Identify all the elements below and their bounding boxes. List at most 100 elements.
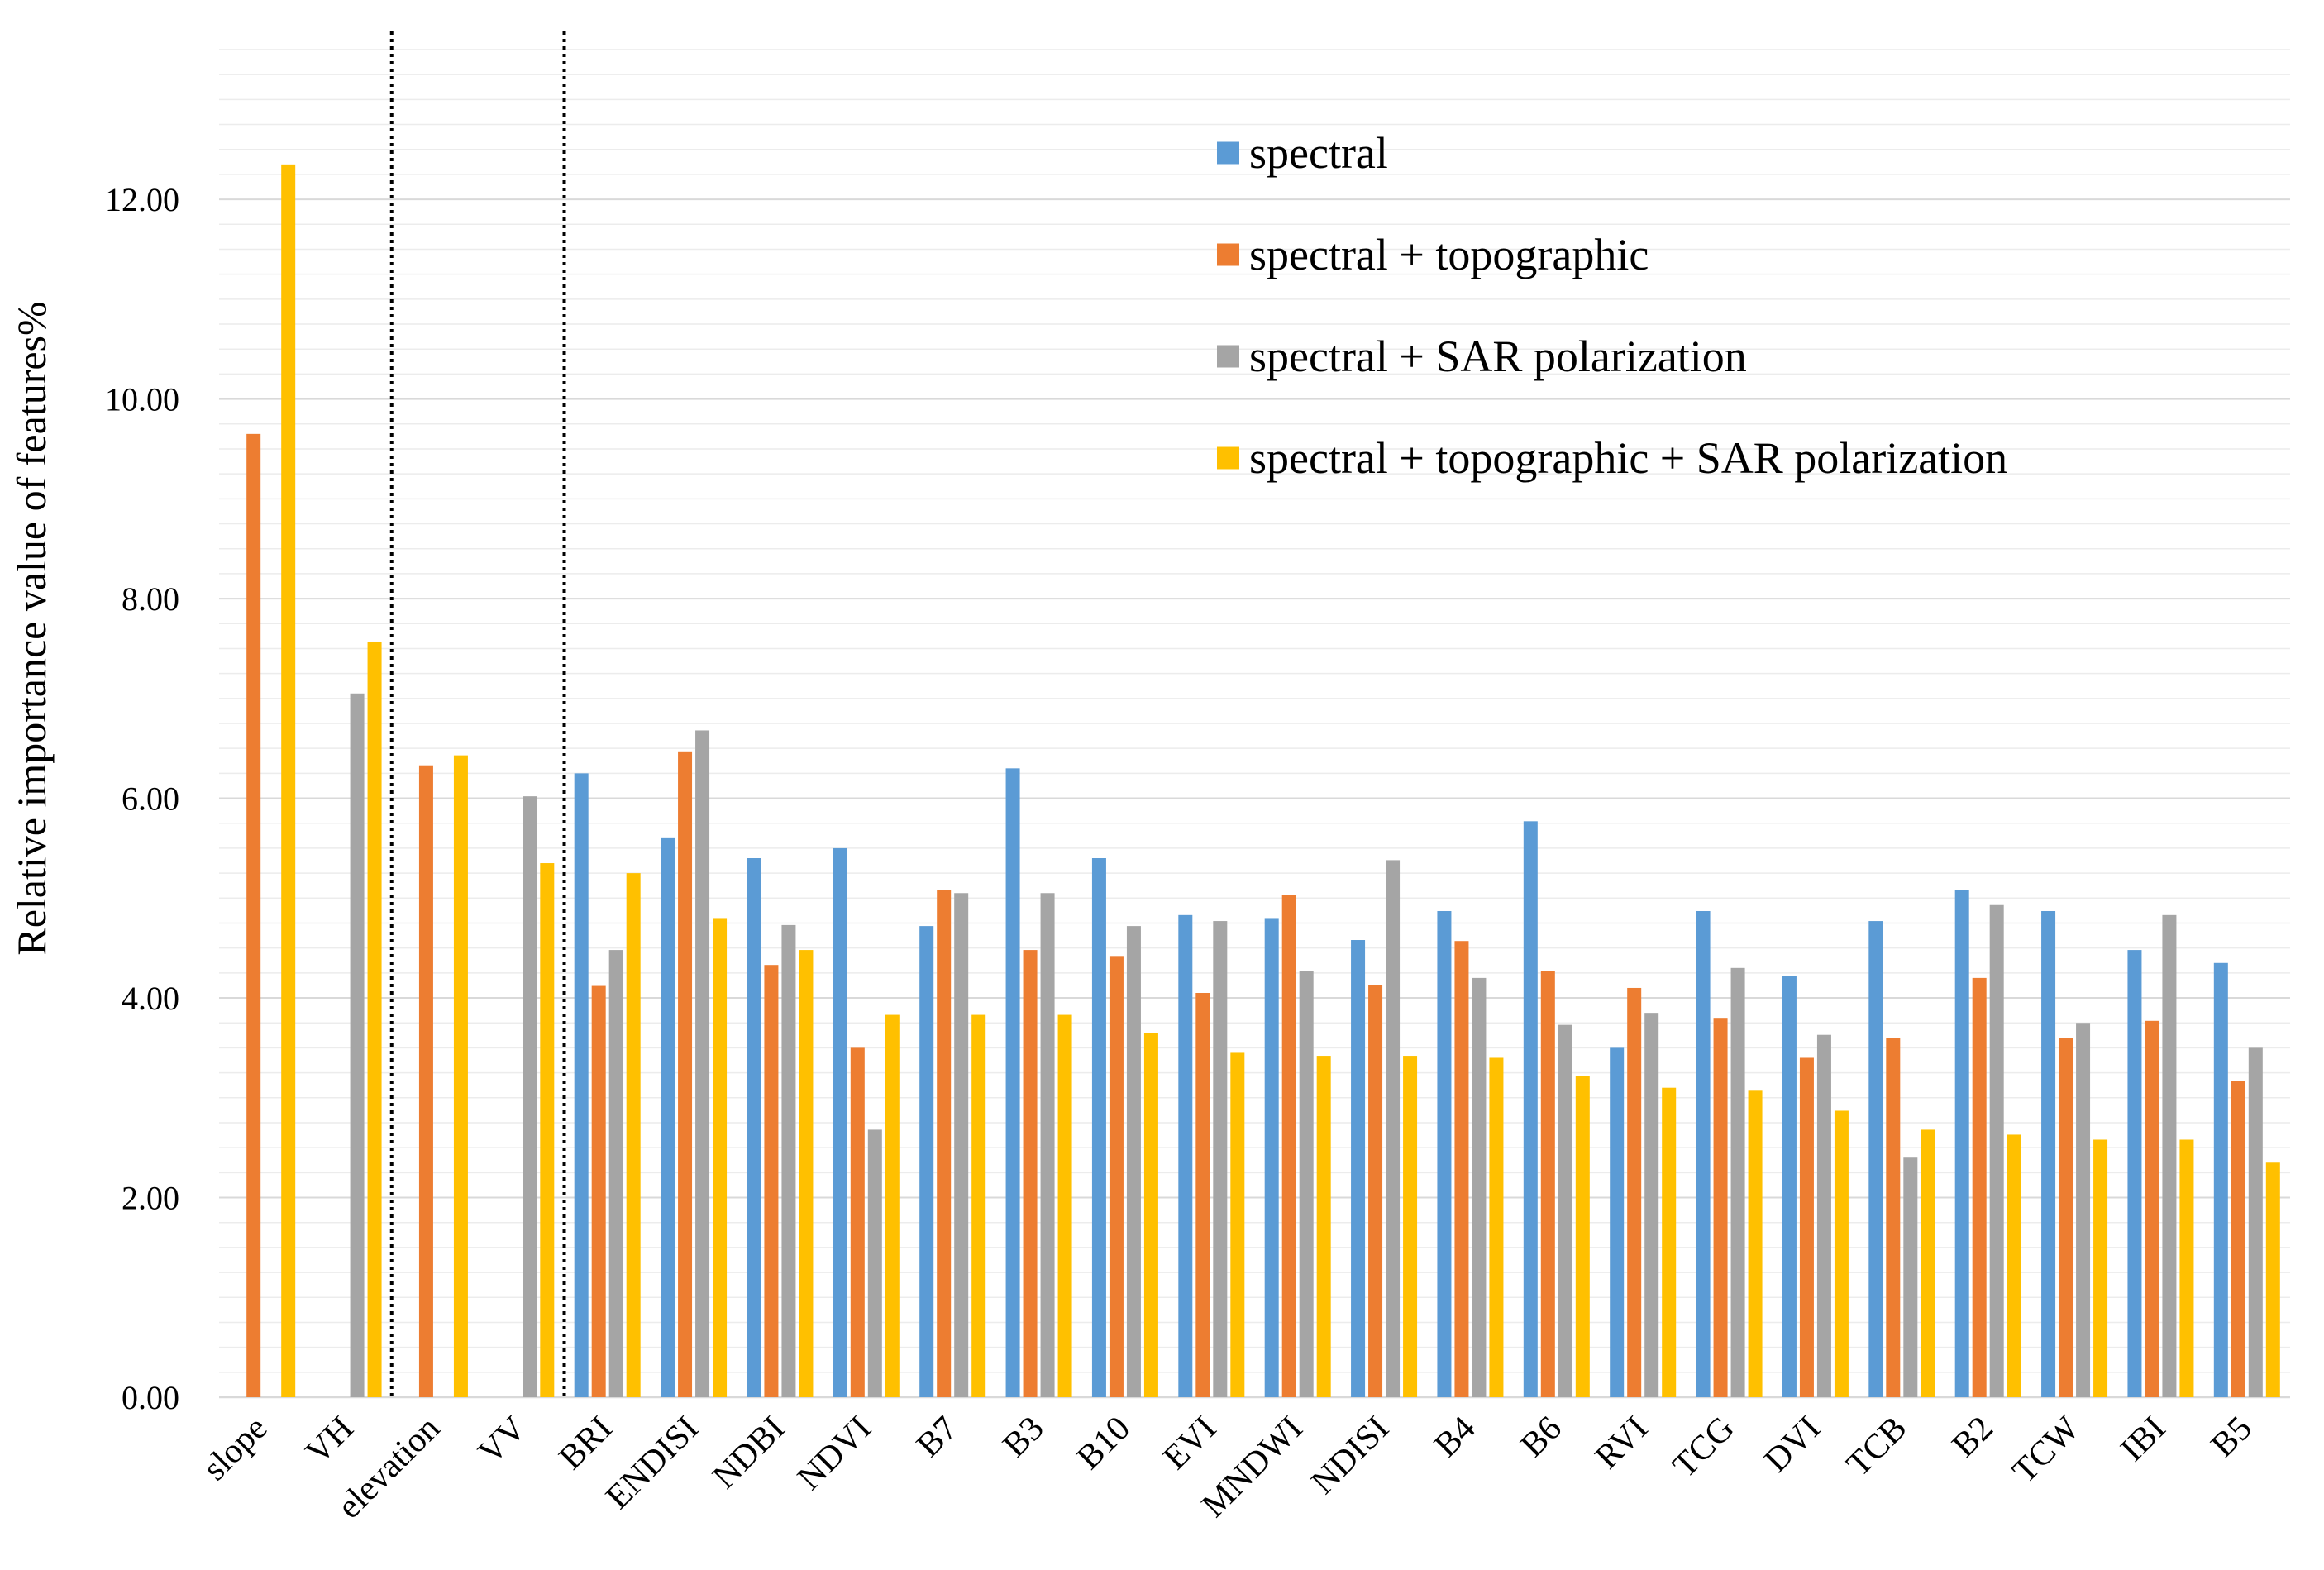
bar-TCB-series-2 xyxy=(1903,1157,1918,1397)
y-tick-label: 2.00 xyxy=(122,1180,179,1217)
bar-DVI-series-0 xyxy=(1782,976,1797,1397)
bar-VV-series-3 xyxy=(540,863,555,1397)
bar-NDVI-series-2 xyxy=(867,1129,882,1397)
group-separators xyxy=(389,31,566,1397)
bar-B7-series-1 xyxy=(937,890,952,1397)
bar-TCB-series-1 xyxy=(1886,1038,1901,1397)
legend-swatch xyxy=(1217,446,1239,470)
x-tick-label: RVI xyxy=(1588,1410,1655,1477)
legend-swatch xyxy=(1217,345,1239,368)
bar-IBI-series-0 xyxy=(2127,950,2142,1397)
bar-VV-series-2 xyxy=(523,796,537,1397)
y-tick-label: 6.00 xyxy=(122,780,179,818)
bar-B10-series-0 xyxy=(1091,858,1106,1397)
bar-B6-series-0 xyxy=(1523,821,1538,1397)
x-tick-label: VV xyxy=(471,1410,533,1472)
bar-NDBI-series-3 xyxy=(799,950,814,1397)
bar-EVI-series-3 xyxy=(1230,1052,1245,1397)
x-tick-label: EVI xyxy=(1156,1410,1224,1477)
bar-B3-series-2 xyxy=(1040,893,1055,1397)
x-tick-label: B7 xyxy=(909,1410,965,1465)
bar-B2-series-1 xyxy=(1972,977,1987,1397)
bar-B10-series-3 xyxy=(1143,1033,1158,1397)
bar-B2-series-3 xyxy=(2007,1134,2021,1397)
y-tick-label: 4.00 xyxy=(122,980,179,1017)
bar-B2-series-0 xyxy=(1954,890,1969,1397)
bar-ENDISI-series-1 xyxy=(678,751,693,1397)
y-axis-label: Relative importance value of features% xyxy=(8,301,55,955)
x-tick-label: B3 xyxy=(995,1410,1051,1465)
bar-NDVI-series-3 xyxy=(885,1014,900,1397)
bar-DVI-series-2 xyxy=(1816,1034,1831,1397)
x-tick-label: slope xyxy=(196,1410,274,1488)
x-tick-label: BRI xyxy=(552,1410,620,1477)
y-tick-label: 10.00 xyxy=(105,381,179,418)
bar-elevation-series-1 xyxy=(418,765,433,1397)
bar-slope-series-3 xyxy=(281,164,296,1398)
bar-NDBI-series-1 xyxy=(764,965,779,1397)
bar-TCB-series-3 xyxy=(1921,1129,1935,1397)
bar-B5-series-3 xyxy=(2265,1162,2280,1397)
bar-B10-series-2 xyxy=(1126,926,1141,1397)
bar-IBI-series-2 xyxy=(2162,914,2177,1397)
y-tick-label: 0.00 xyxy=(122,1379,179,1416)
bar-MNDWI-series-3 xyxy=(1316,1056,1331,1397)
y-tick-label: 8.00 xyxy=(122,580,179,618)
bar-TCG-series-0 xyxy=(1696,910,1711,1397)
legend-swatch xyxy=(1217,243,1239,266)
bar-NDISI-series-3 xyxy=(1403,1056,1418,1397)
legend-label: spectral + topographic xyxy=(1249,230,1649,279)
legend: spectral spectral + topographic spectral +… xyxy=(1217,128,2007,483)
bar-RVI-series-3 xyxy=(1662,1087,1677,1397)
bar-NDISI-series-1 xyxy=(1368,985,1383,1397)
bar-TCW-series-1 xyxy=(2059,1038,2073,1397)
x-tick-label: VH xyxy=(298,1410,360,1472)
bar-B4-series-2 xyxy=(1472,977,1487,1397)
x-tick-label: IBI xyxy=(2113,1410,2173,1469)
bar-NDVI-series-1 xyxy=(850,1047,865,1397)
bar-DVI-series-1 xyxy=(1799,1057,1814,1397)
x-tick-label: NDISI xyxy=(1304,1410,1396,1502)
x-tick-label: B4 xyxy=(1427,1410,1482,1465)
legend-label: spectral + SAR polarization xyxy=(1249,332,1747,381)
bar-VH-series-3 xyxy=(367,641,382,1397)
bar-B2-series-2 xyxy=(1989,904,2004,1397)
bar-BRI-series-0 xyxy=(574,773,589,1397)
x-tick-label: TCW xyxy=(2006,1409,2088,1491)
bar-EVI-series-1 xyxy=(1195,993,1210,1397)
bar-B10-series-1 xyxy=(1109,956,1124,1397)
bar-B7-series-2 xyxy=(954,893,969,1397)
x-tick-label: NDVI xyxy=(790,1410,879,1498)
x-tick-label: NDBI xyxy=(705,1410,792,1496)
legend-label: spectral + topographic + SAR polarizatio… xyxy=(1249,433,2007,483)
legend-label: spectral xyxy=(1249,128,1388,178)
bar-BRI-series-1 xyxy=(591,985,606,1397)
bar-DVI-series-3 xyxy=(1834,1110,1849,1397)
bar-TCG-series-3 xyxy=(1748,1090,1763,1397)
bar-ENDISI-series-3 xyxy=(713,918,728,1397)
x-tick-label: TCB xyxy=(1840,1410,1914,1484)
y-tick-label: 12.00 xyxy=(105,181,179,218)
bar-MNDWI-series-1 xyxy=(1281,895,1296,1397)
bar-EVI-series-2 xyxy=(1213,921,1228,1397)
bar-NDISI-series-2 xyxy=(1386,860,1401,1397)
bar-B4-series-1 xyxy=(1454,941,1469,1397)
bar-RVI-series-1 xyxy=(1627,987,1642,1397)
bar-EVI-series-0 xyxy=(1178,914,1193,1397)
bar-MNDWI-series-0 xyxy=(1264,918,1279,1397)
bar-elevation-series-3 xyxy=(453,755,468,1397)
bar-RVI-series-2 xyxy=(1644,1013,1659,1397)
bar-TCW-series-3 xyxy=(2093,1139,2108,1397)
bar-VH-series-2 xyxy=(350,693,365,1397)
bar-BRI-series-2 xyxy=(608,950,623,1397)
legend-swatch xyxy=(1217,141,1239,165)
bar-B6-series-1 xyxy=(1540,971,1555,1397)
bar-RVI-series-0 xyxy=(1610,1047,1625,1397)
bar-NDBI-series-0 xyxy=(747,858,761,1397)
bar-B3-series-0 xyxy=(1005,768,1020,1397)
x-tick-label: ENDISI xyxy=(599,1410,706,1517)
bar-B3-series-3 xyxy=(1057,1014,1072,1397)
bar-TCB-series-0 xyxy=(1868,921,1883,1397)
